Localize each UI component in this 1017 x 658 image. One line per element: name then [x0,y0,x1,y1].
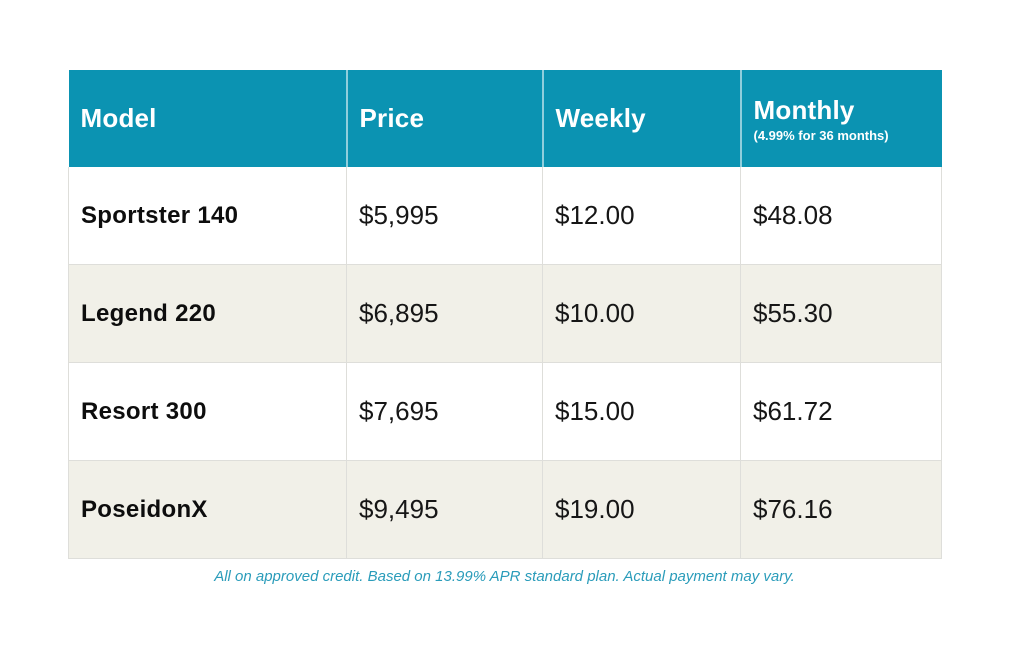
weekly-payment-cell: $12.00 [542,167,741,265]
model-name-cell: Sportster 140 [68,167,347,265]
model-name-cell: PoseidonX [68,460,347,559]
table-row: Legend 220 $6,895 $10.00 $55.30 [68,264,942,363]
column-header-weekly-label: Weekly [555,103,646,133]
weekly-payment-cell: $15.00 [542,362,741,461]
pricing-table-body: Sportster 140 $5,995 $12.00 $48.08 Legen… [68,167,942,559]
price-cell: $6,895 [346,264,543,363]
column-header-model-label: Model [80,103,157,133]
monthly-payment-cell: $61.72 [740,362,942,461]
table-row: PoseidonX $9,495 $19.00 $76.16 [68,460,942,559]
weekly-payment-cell: $10.00 [542,264,741,363]
model-name-cell: Legend 220 [68,264,347,363]
monthly-payment-cell: $76.16 [740,460,942,559]
column-header-monthly: Monthly (4.99% for 36 months) [739,70,942,167]
header-row: Model Price Weekly Monthly (4.99% for 36… [68,70,942,167]
monthly-payment-cell: $55.30 [740,264,942,363]
column-header-price-label: Price [359,103,425,133]
price-cell: $7,695 [346,362,543,461]
column-header-price: Price [345,70,543,167]
price-cell: $9,495 [346,460,543,559]
table-row: Resort 300 $7,695 $15.00 $61.72 [68,362,942,461]
weekly-payment-cell: $19.00 [542,460,741,559]
pricing-table: Model Price Weekly Monthly (4.99% for 36… [68,70,942,559]
column-header-monthly-label: Monthly [753,94,855,125]
table-row: Sportster 140 $5,995 $12.00 $48.08 [68,167,942,265]
column-header-weekly: Weekly [541,70,741,167]
monthly-payment-cell: $48.08 [740,167,942,265]
model-name-cell: Resort 300 [68,362,347,461]
price-cell: $5,995 [346,167,543,265]
pricing-table-header: Model Price Weekly Monthly (4.99% for 36… [68,70,942,167]
financing-footnote: All on approved credit. Based on 13.99% … [214,568,795,585]
column-header-monthly-sublabel: (4.99% for 36 months) [753,127,889,143]
column-header-model: Model [68,70,347,167]
